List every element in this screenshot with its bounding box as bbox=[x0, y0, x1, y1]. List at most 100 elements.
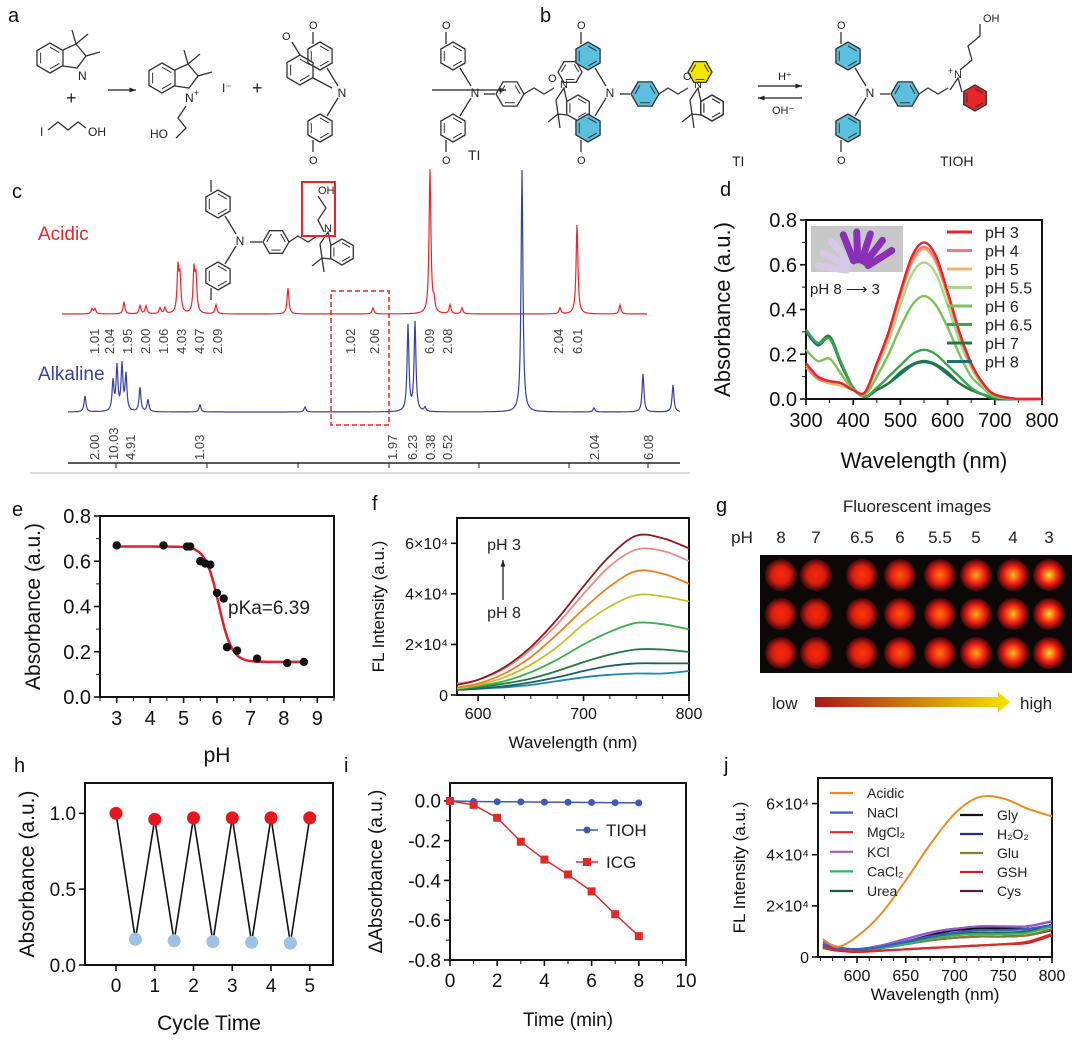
panel-label-j: j bbox=[723, 755, 728, 777]
chart-d: 300 400 500 600 700 800 0.0 0.2 0.4 0.6 0.8 Wavelen… bbox=[710, 210, 1059, 473]
double-bond bbox=[560, 64, 567, 73]
fluorescent-well bbox=[846, 559, 878, 591]
annotation-ph3: pH 3 bbox=[487, 537, 521, 554]
benzene-ring bbox=[286, 54, 314, 86]
acidic-point bbox=[303, 811, 317, 825]
cuvette bbox=[819, 249, 851, 270]
fluorescent-well bbox=[846, 598, 878, 630]
y-tick-label: 0.6 bbox=[769, 255, 797, 277]
y-axis-title: FL Intensity (a.u.) bbox=[369, 541, 388, 673]
double-bond bbox=[217, 280, 227, 287]
double-bond bbox=[577, 98, 587, 104]
benzene-ring bbox=[440, 113, 466, 143]
propyl-chain bbox=[959, 24, 981, 71]
cuvette bbox=[828, 238, 854, 267]
double-bond bbox=[217, 193, 227, 200]
nmr-spectrum-alkaline bbox=[68, 169, 681, 413]
oxygen-atom: O bbox=[548, 73, 557, 85]
data-point bbox=[186, 542, 195, 551]
legend-marker bbox=[583, 826, 591, 834]
bond bbox=[594, 97, 607, 117]
x-tick-label: 10 bbox=[675, 971, 696, 992]
series-line-Acidic bbox=[822, 794, 1053, 948]
y-tick-label: 0.8 bbox=[63, 506, 91, 528]
panel-label-i: i bbox=[344, 755, 348, 777]
integral-value: 2.00 bbox=[138, 329, 153, 354]
legend-label: MgCl₂ bbox=[867, 824, 905, 840]
x-axis-title: Wavelength (nm) bbox=[871, 985, 1000, 1004]
data-point bbox=[611, 799, 619, 807]
arrow-head bbox=[795, 83, 802, 89]
data-point bbox=[564, 870, 572, 879]
y-tick-label: 0.0 bbox=[50, 956, 76, 977]
oxygen-atom: O bbox=[837, 20, 846, 32]
x-tick-label: 3 bbox=[227, 976, 238, 997]
double-bond bbox=[161, 66, 172, 74]
bond bbox=[326, 67, 339, 87]
x-tick-label: 0 bbox=[445, 971, 456, 992]
acidic-spectrum-label: Acidic bbox=[38, 224, 89, 245]
oxygen-atom: O bbox=[683, 71, 692, 83]
fluorescent-well bbox=[800, 559, 832, 591]
y-tick-label: 0.4 bbox=[63, 597, 91, 619]
acidic-point bbox=[264, 811, 278, 825]
arrow-head bbox=[758, 95, 765, 101]
y-tick-label: -0.6 bbox=[408, 911, 441, 932]
double-bond bbox=[161, 82, 172, 90]
legend-label: pH 3 bbox=[985, 225, 1019, 242]
nitrogen-atom: N bbox=[338, 86, 347, 100]
data-point bbox=[540, 798, 548, 806]
highlight-region-box bbox=[330, 290, 390, 426]
cuvette bbox=[814, 262, 850, 274]
double-bond bbox=[452, 60, 462, 67]
legend-label: GSH bbox=[997, 864, 1027, 880]
alkaline-point bbox=[167, 934, 181, 948]
double-bond bbox=[894, 85, 901, 95]
pka-annotation: pKa=6.39 bbox=[228, 598, 310, 619]
vinyl bbox=[918, 87, 949, 95]
ph-column-label: 7 bbox=[811, 528, 820, 547]
legend-label: H₂O₂ bbox=[997, 826, 1029, 842]
methyl bbox=[71, 29, 77, 45]
data-point bbox=[299, 657, 309, 667]
nitrogen-atom: N bbox=[78, 69, 87, 83]
y-tick-label: 0.0 bbox=[63, 687, 91, 709]
legend-label: Acidic bbox=[867, 785, 904, 801]
legend-label: ICG bbox=[606, 853, 636, 872]
series-line-MgCl₂ bbox=[822, 932, 1053, 954]
ph-column-label: 6.5 bbox=[850, 528, 874, 547]
x-tick-label: 700 bbox=[941, 968, 968, 985]
integral-value: 10.03 bbox=[106, 427, 121, 460]
integral-value: 1.01 bbox=[87, 329, 102, 354]
propyl-chain bbox=[47, 121, 87, 131]
panel-label-c: c bbox=[12, 181, 22, 203]
ph-row-label: pH bbox=[731, 528, 753, 547]
data-point bbox=[232, 646, 242, 655]
iodide-counterion: I⁻ bbox=[222, 81, 232, 95]
vinyl bbox=[288, 235, 318, 243]
integral-value: 6.09 bbox=[422, 329, 437, 354]
data-point bbox=[634, 932, 643, 941]
x-tick-label: 5 bbox=[178, 708, 189, 730]
fluorescent-well bbox=[765, 598, 797, 630]
oxygen-atom: O bbox=[577, 155, 586, 167]
integral-value: 4.91 bbox=[123, 435, 138, 460]
double-bond bbox=[649, 85, 656, 95]
series-line-pH-6.5 bbox=[456, 648, 690, 691]
fluorescent-well bbox=[884, 559, 916, 591]
legend-label: Urea bbox=[867, 883, 898, 899]
benzene-ring bbox=[205, 189, 231, 219]
x-tick-label: 1 bbox=[149, 976, 160, 997]
chart-g: Fluorescent images pH 8 7 6.5 6 5.5 5 4 3 low high bbox=[731, 497, 1072, 713]
y-axis-title: Absorbance (a.u.) bbox=[710, 222, 735, 397]
bond bbox=[312, 77, 333, 89]
fluorescent-well bbox=[997, 559, 1029, 591]
double-bond bbox=[280, 233, 286, 243]
methyl bbox=[321, 257, 325, 273]
panel-label-b: b bbox=[540, 5, 551, 27]
fluorescent-well bbox=[800, 637, 832, 669]
x-tick-label: 600 bbox=[465, 706, 492, 723]
double-bond bbox=[217, 265, 227, 272]
